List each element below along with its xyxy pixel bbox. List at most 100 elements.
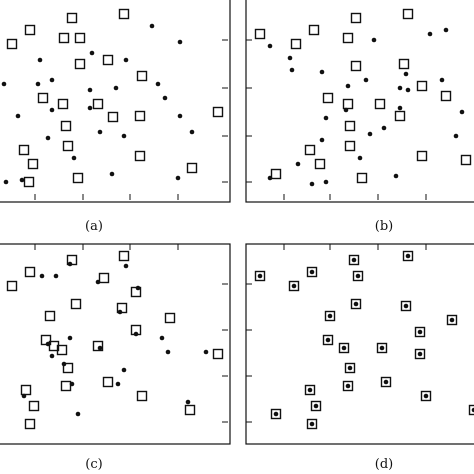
- panel-c-dot-16: [133, 331, 139, 337]
- panel-c-dot-9: [45, 341, 51, 347]
- panel-a-square-19: [72, 172, 84, 184]
- panel-d-dot-2: [309, 269, 315, 275]
- panel-b-square-20: [270, 168, 282, 180]
- panel-b-dot-14: [397, 105, 403, 111]
- panel-b-dot-6: [289, 67, 295, 73]
- panel-d-square-14: [344, 362, 356, 374]
- panel-a-square-11: [92, 98, 104, 110]
- panel-d-square-7: [350, 298, 362, 310]
- panel-c-frame: [0, 243, 231, 445]
- panel-b-dot-8: [403, 71, 409, 77]
- panel-d-dot-19: [307, 387, 313, 393]
- panel-c-dot-15: [115, 381, 121, 387]
- panel-a-dot-15: [177, 113, 183, 119]
- panel-d-square-22: [306, 418, 318, 430]
- panel-c-dot-2: [53, 273, 59, 279]
- panel-c-dot-1: [39, 273, 45, 279]
- panel-c-square-1: [118, 250, 130, 262]
- panel-d-square-15: [342, 380, 354, 392]
- panel-a-ticks: [34, 39, 228, 200]
- panel-c-square-5: [70, 298, 82, 310]
- panel-a-square-8: [136, 70, 148, 82]
- panel-a-dot-13: [87, 105, 93, 111]
- panel-b-square-6: [350, 60, 362, 72]
- panel-b-dot-11: [439, 77, 445, 83]
- panel-b-square-18: [416, 150, 428, 162]
- panel-b-dot-2: [371, 37, 377, 43]
- panel-c-square-18: [20, 384, 32, 396]
- panel-c-dot-20: [75, 411, 81, 417]
- panel-a-dot-4: [123, 57, 129, 63]
- panel-d-square-18: [420, 390, 432, 402]
- panel-a-dot-19: [71, 155, 77, 161]
- panel-b-square-1: [402, 8, 414, 20]
- panel-d-square-23: [468, 404, 474, 416]
- panel-a-square-14: [60, 120, 72, 132]
- panel-b-square-14: [344, 120, 356, 132]
- panel-a-dot-21: [19, 177, 25, 183]
- panel-c-square-22: [184, 404, 196, 416]
- panel-d-dot-9: [449, 317, 455, 323]
- panel-b-dot-0: [443, 27, 449, 33]
- panel-d-dot-13: [379, 345, 385, 351]
- panel-d-frame: [245, 243, 474, 445]
- panel-a-dot-3: [89, 50, 95, 56]
- panel-c-dot-0: [67, 261, 73, 267]
- panel-b-square-12: [440, 90, 452, 102]
- panel-a-frame: [0, 0, 231, 203]
- panel-a-square-20: [23, 176, 35, 188]
- panel-c-dot-8: [165, 349, 171, 355]
- panel-c-square-17: [102, 376, 114, 388]
- panel-b-square-19: [356, 172, 368, 184]
- panel-b-dot-1: [427, 31, 433, 37]
- panel-b-square-17: [314, 158, 326, 170]
- panel-b-dot-22: [323, 179, 329, 185]
- panel-c-dot-10: [97, 345, 103, 351]
- panel-b-dot-5: [319, 69, 325, 75]
- panel-c-dot-4: [123, 263, 129, 269]
- panel-a-square-12: [134, 110, 146, 122]
- panel-b-dot-4: [287, 55, 293, 61]
- panel-d-marks: [254, 250, 474, 430]
- panel-b-dot-26: [309, 181, 315, 187]
- panel-c-ticks: [34, 244, 228, 423]
- panel-c-square-6: [44, 310, 56, 322]
- panel-d-square-0: [254, 270, 266, 282]
- panel-c-dot-5: [135, 285, 141, 291]
- panel-a-dot-9: [155, 81, 161, 87]
- panel-b-dot-19: [319, 137, 325, 143]
- panel-d-dot-11: [325, 337, 331, 343]
- panel-c-dot-19: [185, 399, 191, 405]
- panel-b-square-2: [308, 24, 320, 36]
- panel-d-square-4: [402, 250, 414, 262]
- panel-c-marks: [6, 250, 224, 430]
- panel-b-square-16: [304, 144, 316, 156]
- panel-a-square-17: [18, 144, 30, 156]
- panel-b: (b): [245, 0, 474, 234]
- panel-a-dot-5: [1, 81, 7, 87]
- panel-d-dot-0: [257, 273, 263, 279]
- panel-a-caption: (a): [85, 219, 103, 234]
- panel-a: (a): [0, 0, 231, 234]
- panel-a-square-22: [212, 106, 224, 118]
- panel-a-square-1: [118, 8, 130, 20]
- panel-a-square-18: [27, 158, 39, 170]
- panel-a-square-10: [57, 98, 69, 110]
- panel-d-square-5: [352, 270, 364, 282]
- panel-c-square-16: [60, 380, 72, 392]
- panel-d-square-13: [376, 342, 388, 354]
- panel-c-square-13: [92, 340, 104, 352]
- panel-d-dot-15: [345, 383, 351, 389]
- panel-b-dot-7: [363, 77, 369, 83]
- panel-b-dot-21: [295, 161, 301, 167]
- panel-c-dot-13: [61, 361, 67, 367]
- panel-d-square-11: [322, 334, 334, 346]
- panel-d-square-19: [304, 384, 316, 396]
- panel-d-dot-7: [353, 301, 359, 307]
- panel-d-dot-20: [313, 403, 319, 409]
- panel-a-square-16: [134, 150, 146, 162]
- panel-a-dot-2: [37, 57, 43, 63]
- panel-a-dot-11: [162, 95, 168, 101]
- panel-c-square-2: [24, 266, 36, 278]
- panel-b-square-11: [374, 98, 386, 110]
